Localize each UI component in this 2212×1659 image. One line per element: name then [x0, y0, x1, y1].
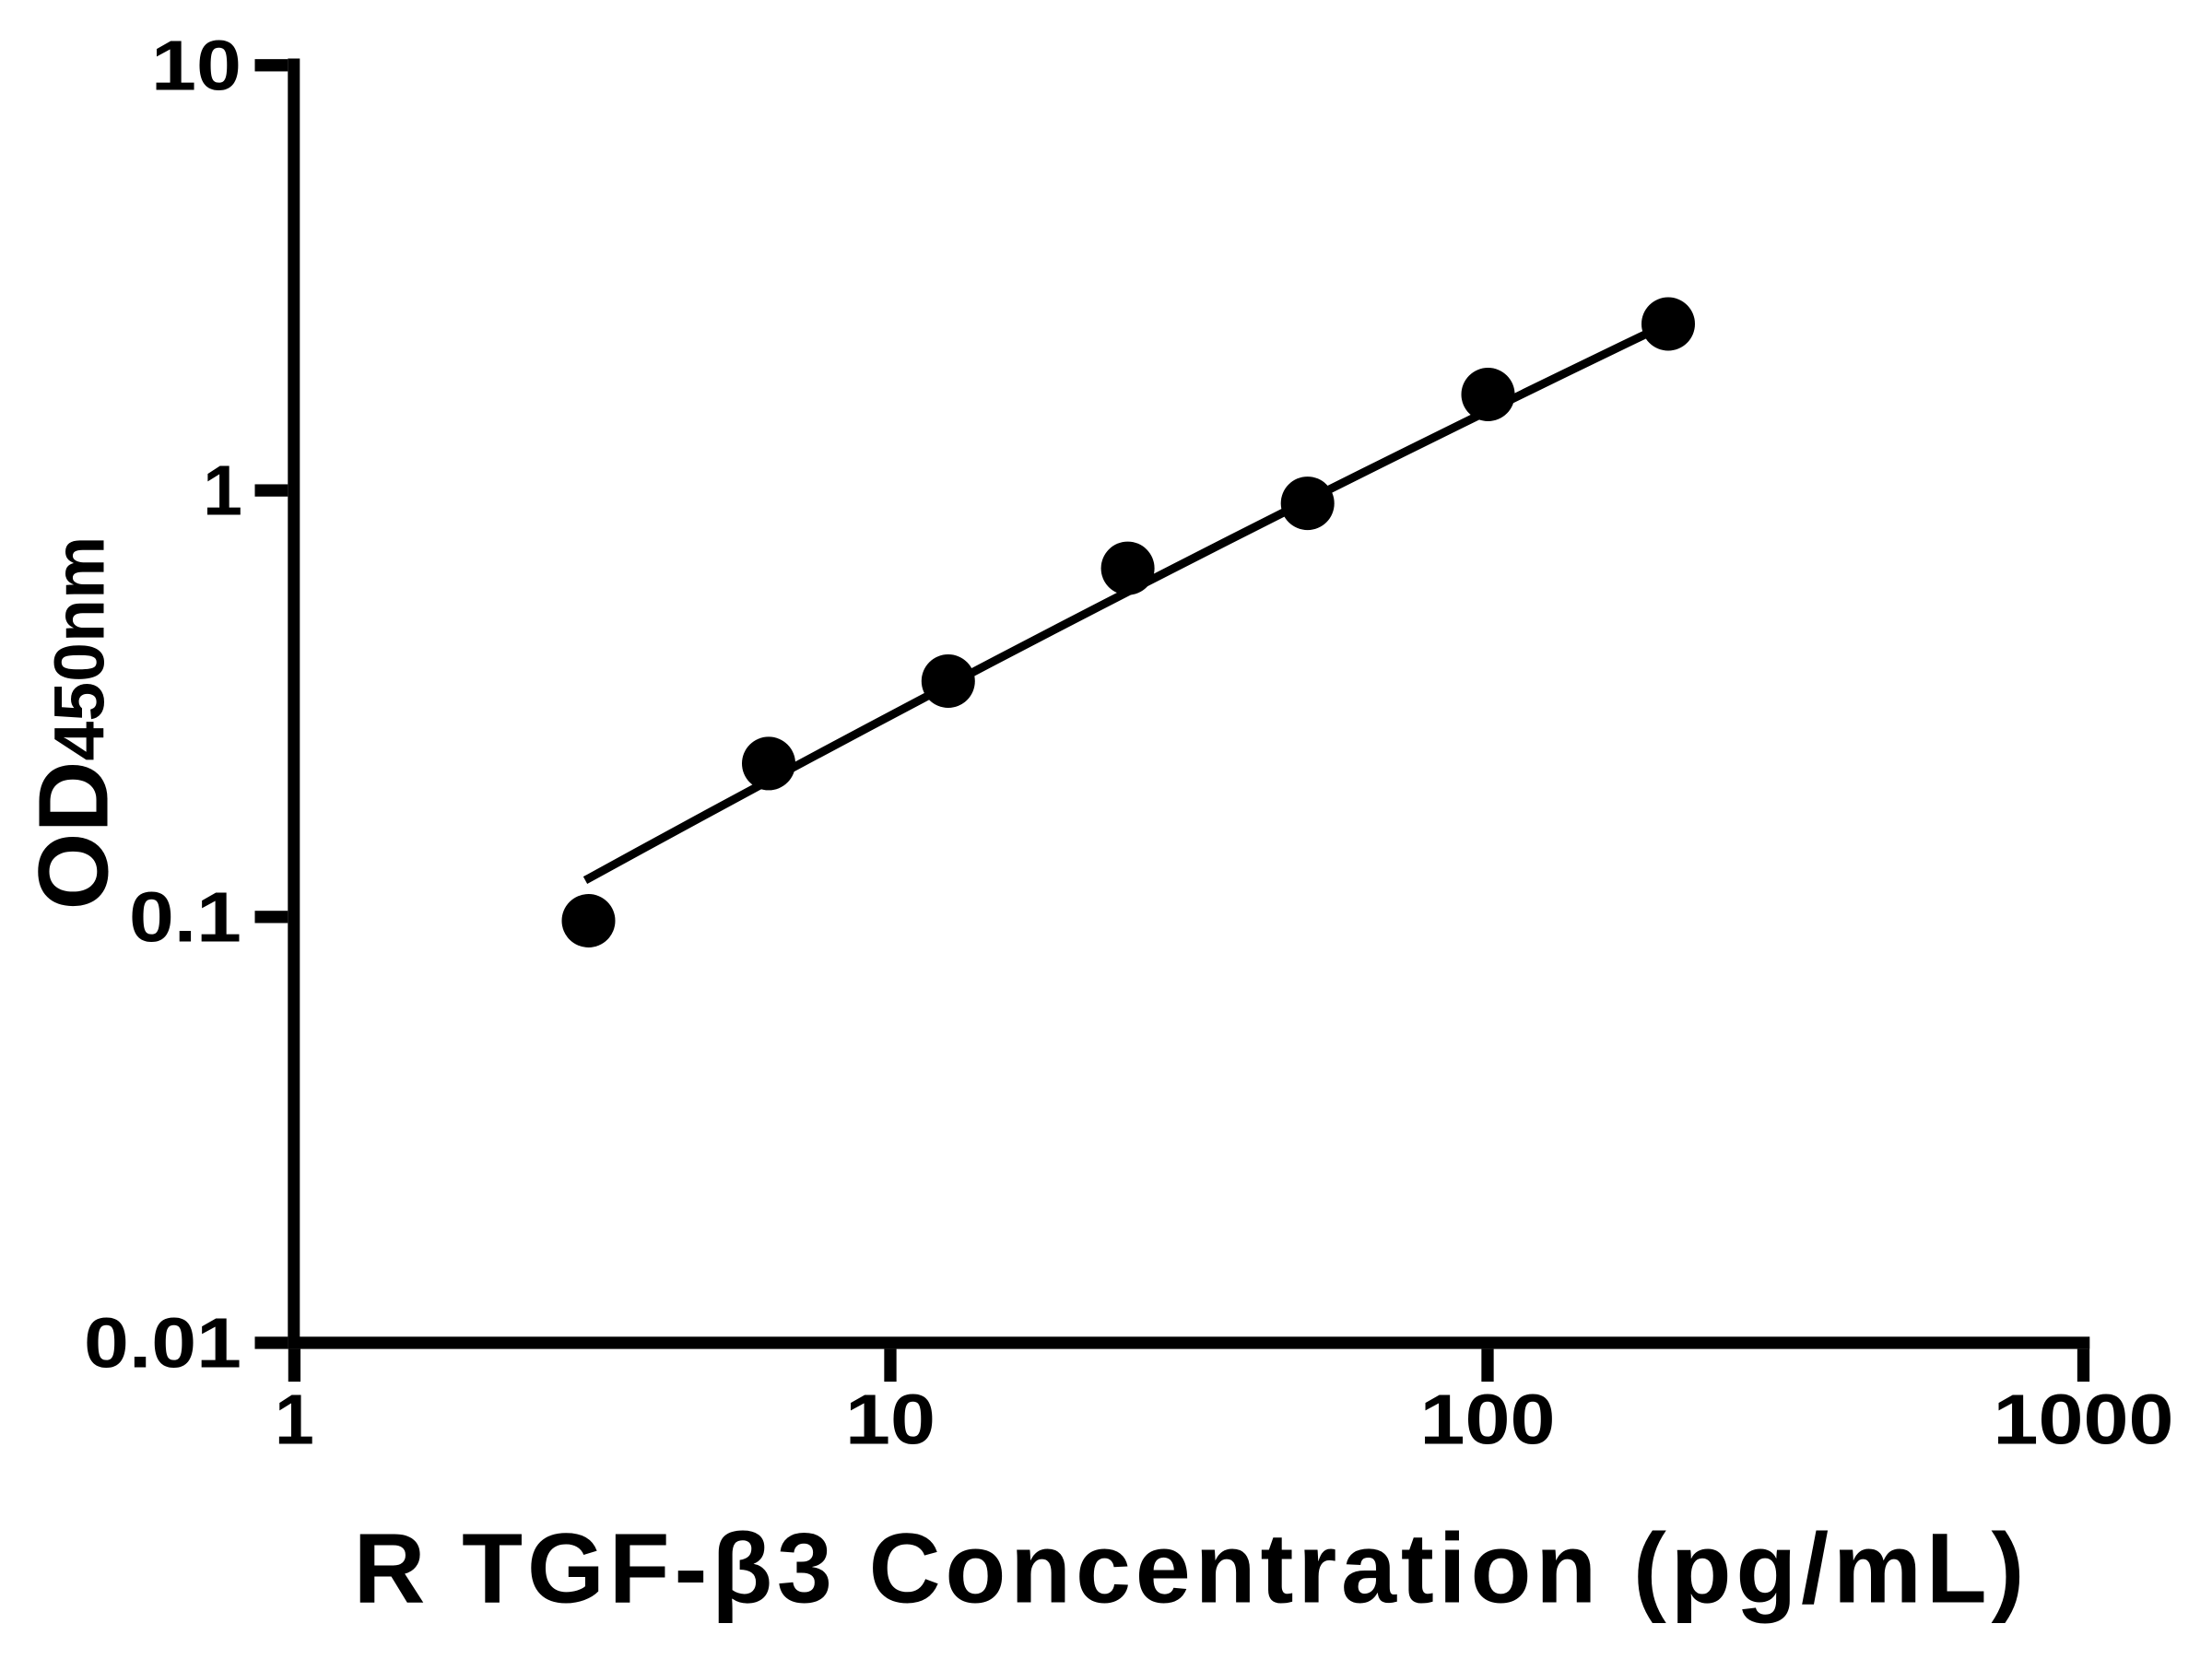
svg-text:0.1: 0.1 [129, 877, 241, 957]
svg-text:1000: 1000 [1994, 1381, 2174, 1460]
svg-text:100: 100 [1420, 1381, 1556, 1460]
svg-text:R TGF-β3 Concentration (pg/mL): R TGF-β3 Concentration (pg/mL) [354, 1512, 2025, 1624]
svg-text:10: 10 [845, 1381, 935, 1460]
svg-text:0.01: 0.01 [84, 1303, 241, 1382]
svg-text:10: 10 [151, 26, 241, 105]
svg-text:1: 1 [203, 452, 242, 531]
svg-text:1: 1 [275, 1381, 314, 1460]
